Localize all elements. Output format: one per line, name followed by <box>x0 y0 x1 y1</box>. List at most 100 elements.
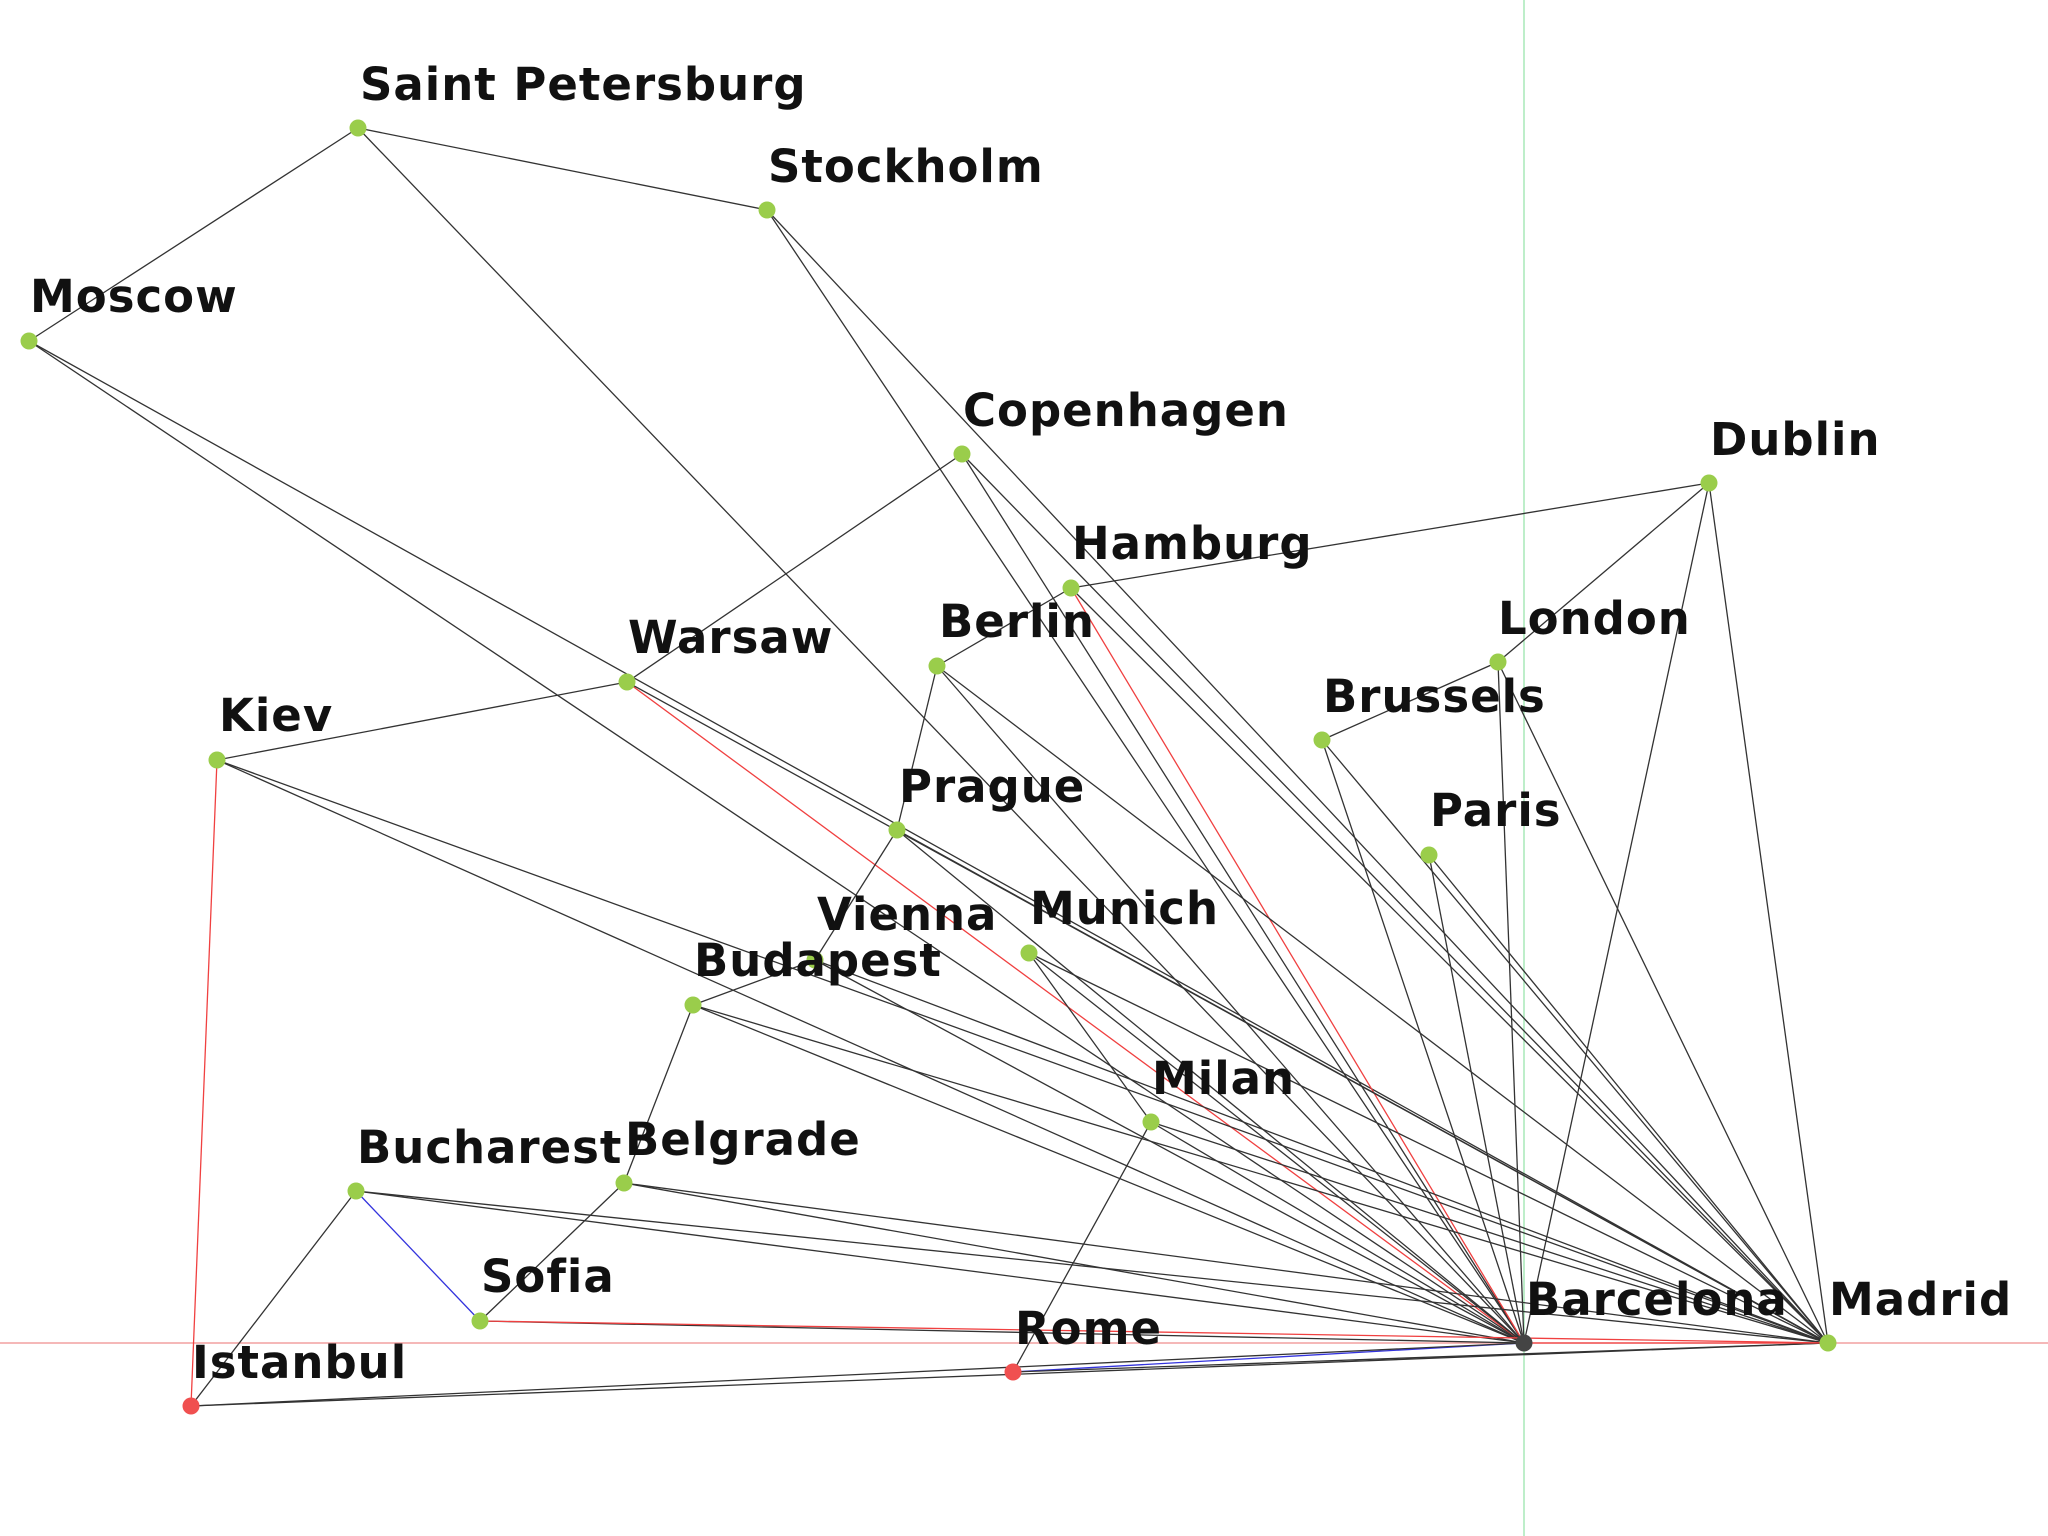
city-label-belgrade: Belgrade <box>625 1113 861 1166</box>
city-node-kiev[interactable] <box>208 751 226 769</box>
edge-moscow-barcelona <box>28 340 1525 1344</box>
edge-kiev-istanbul <box>190 759 218 1407</box>
city-label-prague: Prague <box>899 760 1085 813</box>
city-node-copenhagen[interactable] <box>953 445 971 463</box>
city-label-istanbul: Istanbul <box>192 1336 407 1389</box>
edge-munich-milan <box>1028 952 1152 1123</box>
edge-prague-madrid <box>896 829 1829 1344</box>
edge-prague-vienna <box>814 829 898 961</box>
edge-milan-barcelona <box>1150 1121 1525 1344</box>
city-node-london[interactable] <box>1489 653 1507 671</box>
edge-vienna-madrid <box>814 959 1829 1344</box>
city-label-paris: Paris <box>1430 784 1562 837</box>
edge-warsaw-barcelona <box>626 681 1525 1344</box>
edge-kiev-barcelona <box>216 759 1525 1344</box>
city-label-madrid: Madrid <box>1829 1273 2012 1326</box>
city-label-kiev: Kiev <box>219 689 333 742</box>
city-node-barcelona[interactable] <box>1515 1334 1533 1352</box>
label-layer: Saint Petersburg Stockholm Moscow Copenhage… <box>30 58 2012 1389</box>
city-node-warsaw[interactable] <box>618 673 636 691</box>
city-label-barcelona: Barcelona <box>1526 1273 1788 1326</box>
city-node-budapest[interactable] <box>684 996 702 1014</box>
edge-stockholm-madrid <box>766 209 1829 1344</box>
city-node-rome[interactable] <box>1004 1363 1022 1381</box>
edge-paris-barcelona <box>1428 854 1525 1344</box>
edge-prague-barcelona <box>896 829 1525 1344</box>
city-node-saint-petersburg[interactable] <box>349 119 367 137</box>
edge-london-madrid <box>1497 661 1829 1344</box>
edge-kiev-madrid <box>216 759 1829 1344</box>
city-node-sofia[interactable] <box>471 1312 489 1330</box>
edge-dublin-barcelona <box>1523 482 1710 1344</box>
edge-warsaw-kiev <box>216 681 628 761</box>
edge-dublin-madrid <box>1708 482 1829 1344</box>
edge-hamburg-barcelona <box>1070 587 1525 1344</box>
city-node-madrid[interactable] <box>1819 1334 1837 1352</box>
city-label-rome: Rome <box>1015 1302 1162 1355</box>
city-node-istanbul[interactable] <box>182 1397 200 1415</box>
city-label-budapest: Budapest <box>694 934 942 987</box>
edge-budapest-belgrade <box>623 1004 694 1184</box>
edge-sofia-madrid <box>479 1320 1829 1344</box>
edge-budapest-barcelona <box>692 1004 1525 1344</box>
city-node-vienna[interactable] <box>806 951 824 969</box>
edge-budapest-madrid <box>692 1004 1829 1344</box>
city-label-dublin: Dublin <box>1710 413 1881 466</box>
edge-moscow-madrid <box>28 340 1829 1344</box>
city-node-paris[interactable] <box>1420 846 1438 864</box>
edge-copenhagen-madrid <box>961 453 1829 1344</box>
edge-layer <box>28 127 1829 1407</box>
edge-berlin-madrid <box>936 665 1829 1344</box>
city-node-brussels[interactable] <box>1313 731 1331 749</box>
edge-copenhagen-warsaw <box>626 453 963 683</box>
city-node-bucharest[interactable] <box>347 1182 365 1200</box>
city-label-hamburg: Hamburg <box>1072 517 1313 570</box>
edge-sofia-barcelona <box>479 1320 1525 1344</box>
edge-dublin-london <box>1497 482 1710 663</box>
node-layer <box>20 119 1837 1415</box>
city-node-dublin[interactable] <box>1700 474 1718 492</box>
edge-london-barcelona <box>1497 661 1525 1344</box>
city-label-brussels: Brussels <box>1323 670 1546 723</box>
edge-vienna-budapest <box>692 959 816 1006</box>
edge-rome-barcelona <box>1012 1342 1525 1373</box>
edge-brussels-madrid <box>1321 739 1829 1344</box>
city-node-berlin[interactable] <box>928 657 946 675</box>
edge-hamburg-dublin <box>1070 482 1710 589</box>
city-label-bucharest: Bucharest <box>357 1121 622 1174</box>
edge-london-brussels <box>1321 661 1499 741</box>
edge-paris-madrid <box>1428 854 1829 1344</box>
city-node-milan[interactable] <box>1142 1113 1160 1131</box>
city-label-warsaw: Warsaw <box>628 611 833 664</box>
edge-berlin-barcelona <box>936 665 1525 1344</box>
city-label-saint-petersburg: Saint Petersburg <box>360 58 807 111</box>
edge-belgrade-madrid <box>623 1182 1829 1344</box>
city-node-munich[interactable] <box>1020 944 1038 962</box>
city-node-moscow[interactable] <box>20 332 38 350</box>
city-label-munich: Munich <box>1030 882 1219 935</box>
city-node-hamburg[interactable] <box>1062 579 1080 597</box>
edge-bucharest-sofia <box>355 1190 481 1322</box>
city-node-prague[interactable] <box>888 821 906 839</box>
city-label-moscow: Moscow <box>30 270 238 323</box>
edge-belgrade-barcelona <box>623 1182 1525 1344</box>
city-label-sofia: Sofia <box>481 1250 615 1303</box>
edge-berlin-prague <box>896 665 938 831</box>
edge-stockholm-barcelona <box>766 209 1525 1344</box>
edge-bucharest-barcelona <box>355 1190 1525 1344</box>
edge-saint-petersburg-barcelona <box>357 127 1525 1344</box>
edge-munich-barcelona <box>1028 952 1525 1344</box>
edge-hamburg-madrid <box>1070 587 1829 1344</box>
city-label-copenhagen: Copenhagen <box>963 384 1289 437</box>
edge-saint-petersburg-moscow <box>28 127 359 342</box>
edge-saint-petersburg-stockholm <box>357 127 768 211</box>
edge-milan-madrid <box>1150 1121 1829 1344</box>
city-node-stockholm[interactable] <box>758 201 776 219</box>
edge-vienna-barcelona <box>814 959 1525 1344</box>
edge-berlin-hamburg <box>936 587 1072 667</box>
edge-istanbul-barcelona <box>190 1342 1525 1407</box>
city-node-belgrade[interactable] <box>615 1174 633 1192</box>
city-label-berlin: Berlin <box>939 595 1095 648</box>
city-label-milan: Milan <box>1152 1052 1295 1105</box>
